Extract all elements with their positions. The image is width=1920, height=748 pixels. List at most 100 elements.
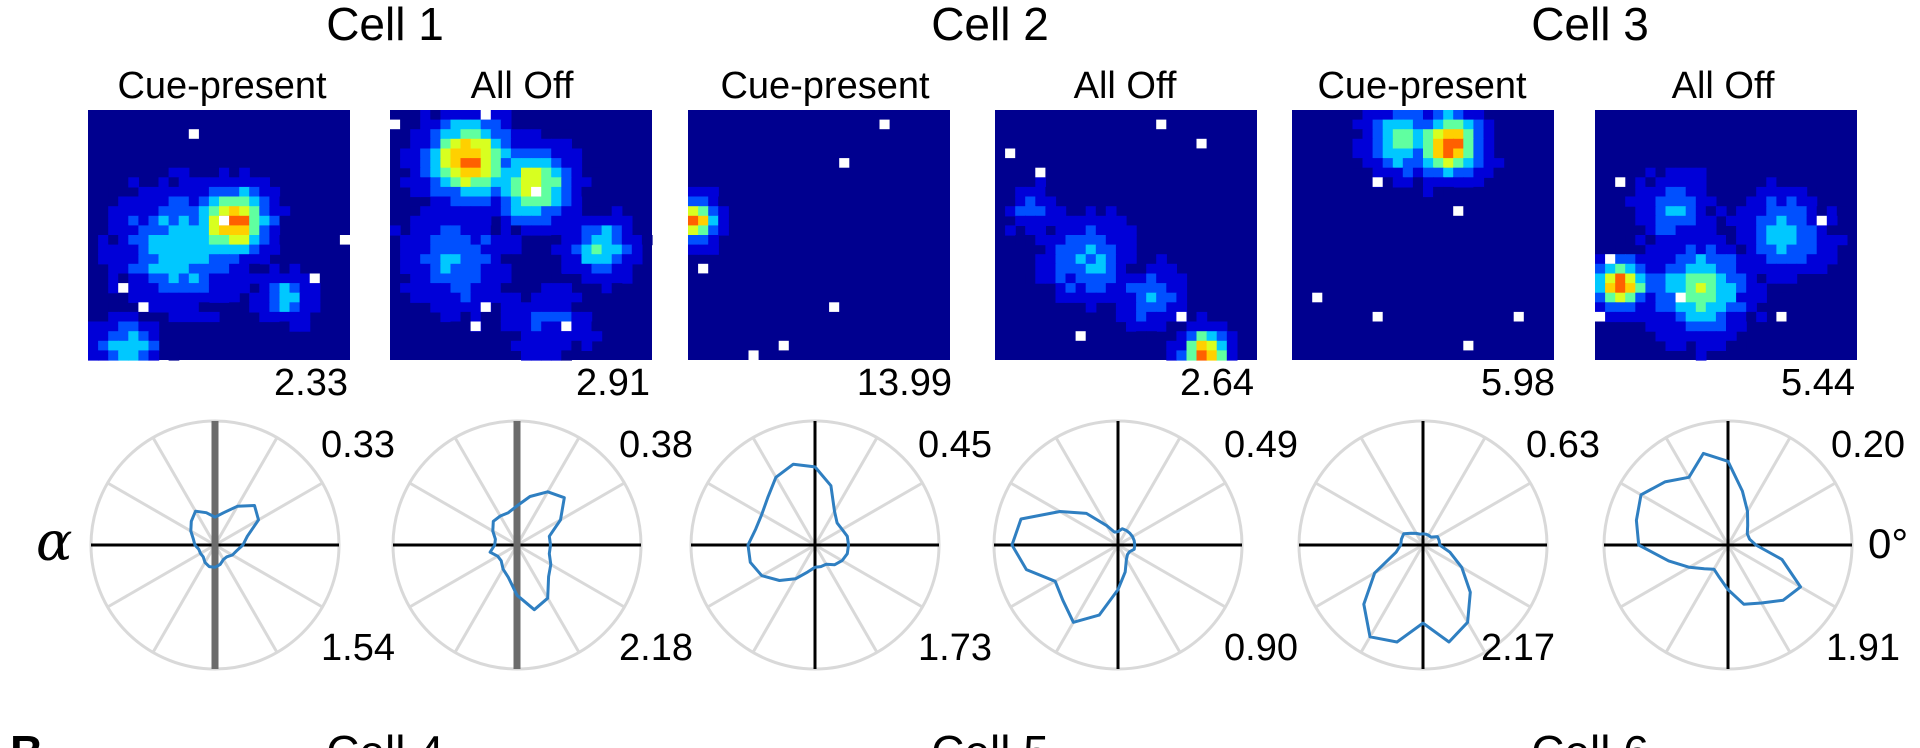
heatmap-cell [1136,292,1147,303]
heatmap-cell [1463,167,1474,178]
heatmap-cell [198,177,210,188]
heatmap-cell [239,263,250,274]
cell-2-cue-present-peak-rate: 13.99 [857,362,952,404]
heatmap-cell [1166,283,1177,294]
heatmap-cell [138,350,150,361]
heatmap-cell [1736,321,1747,332]
heatmap-cell [1766,177,1777,188]
heatmap-cell [1715,311,1727,323]
heatmap-cell [1595,263,1606,274]
heatmap-cell [1645,283,1657,294]
heatmap-cell [440,196,452,207]
heatmap-cell [1806,225,1818,236]
heatmap-cell [239,235,250,246]
heatmap-cell [591,321,603,332]
heatmap-cell [1655,235,1667,246]
heatmap-cell [420,186,431,198]
heatmap-cell [1655,167,1667,178]
heatmap-cell [480,254,492,265]
heatmap-cell [229,177,240,188]
heatmap-cell [521,225,532,236]
heatmap-cell [400,148,411,159]
heatmap-cell [178,215,190,226]
heatmap-cell [1695,196,1707,207]
heatmap-cell [480,263,492,274]
heatmap-cell [480,186,492,198]
heatmap-cell [1493,158,1505,169]
heatmap-cell [1826,244,1838,255]
heatmap-cell [1635,302,1646,313]
heatmap-cell [460,254,472,265]
heatmap-cell [1473,158,1485,169]
heatmap-cell [98,331,109,342]
heatmap-cell [420,138,431,149]
heatmap-cell [1645,167,1657,178]
heatmap-cell [279,311,291,323]
heatmap-cell [188,254,200,265]
heatmap-cell [1055,273,1067,284]
heatmap-cell [1352,119,1364,130]
cell-2-all-off-peak-rate: 2.64 [1180,362,1254,404]
heatmap-cell [128,340,139,351]
heatmap-cell [1352,158,1364,169]
heatmap-cell [450,263,462,274]
heatmap-cell [1453,177,1464,188]
heatmap-cell [118,340,129,351]
heatmap-cell [1065,215,1077,226]
heatmap-cell [158,158,170,169]
heatmap-cell [259,186,270,198]
heatmap-cell [1075,292,1087,303]
heatmap-cell [1786,273,1798,284]
heatmap-cell [1635,196,1646,207]
heatmap-cell [1463,110,1474,121]
heatmap-cell [688,186,699,198]
heatmap-cell [178,283,190,294]
heatmap-cell [440,110,452,121]
heatmap-cell [571,244,583,255]
heatmap-cell [108,254,119,265]
heatmap-cell [1625,196,1636,207]
heatmap-cell [148,302,160,313]
heatmap-cell [118,273,129,284]
heatmap-cell [1075,225,1087,236]
heatmap-cell [259,254,270,265]
heatmap-cell [621,215,633,226]
heatmap-cell [521,292,532,303]
heatmap-cell [1423,148,1434,159]
heatmap-cell [1635,186,1646,198]
heatmap-cell [1402,167,1414,178]
heatmap-cell [1685,273,1697,284]
heatmap-cell [510,167,522,178]
heatmap-cell [410,273,421,284]
heatmap-cell [470,129,482,140]
heatmap-cell [1595,273,1606,284]
heatmap-cell [118,311,129,323]
heatmap-cell [1423,167,1434,178]
heatmap-cell [229,235,240,246]
heatmap-cell [420,263,431,274]
heatmap-cell [440,129,452,140]
heatmap-cell [591,235,603,246]
heatmap-cell [1655,215,1667,226]
heatmap-cell [1665,331,1677,342]
heatmap-cell [510,340,522,351]
heatmap-cell [208,215,220,226]
heatmap-cell [1766,273,1777,284]
heatmap-cell [1615,244,1626,255]
heatmap-cell [708,215,719,226]
heatmap-cell [1146,263,1157,274]
polar-tuning-curve [1362,531,1472,644]
heatmap-cell [1675,263,1687,274]
unvisited-pixel [698,263,709,274]
heatmap-cell [188,263,200,274]
heatmap-cell [490,206,502,217]
heatmap-cell [88,331,99,342]
heatmap-cell [259,235,270,246]
heatmap-cell [1085,225,1097,236]
heatmap-cell [1115,244,1127,255]
heatmap-cell [208,263,220,274]
unvisited-pixel [778,340,789,351]
heatmap-cell [1402,119,1414,130]
heatmap-cell [1675,177,1687,188]
heatmap-cell [400,177,411,188]
